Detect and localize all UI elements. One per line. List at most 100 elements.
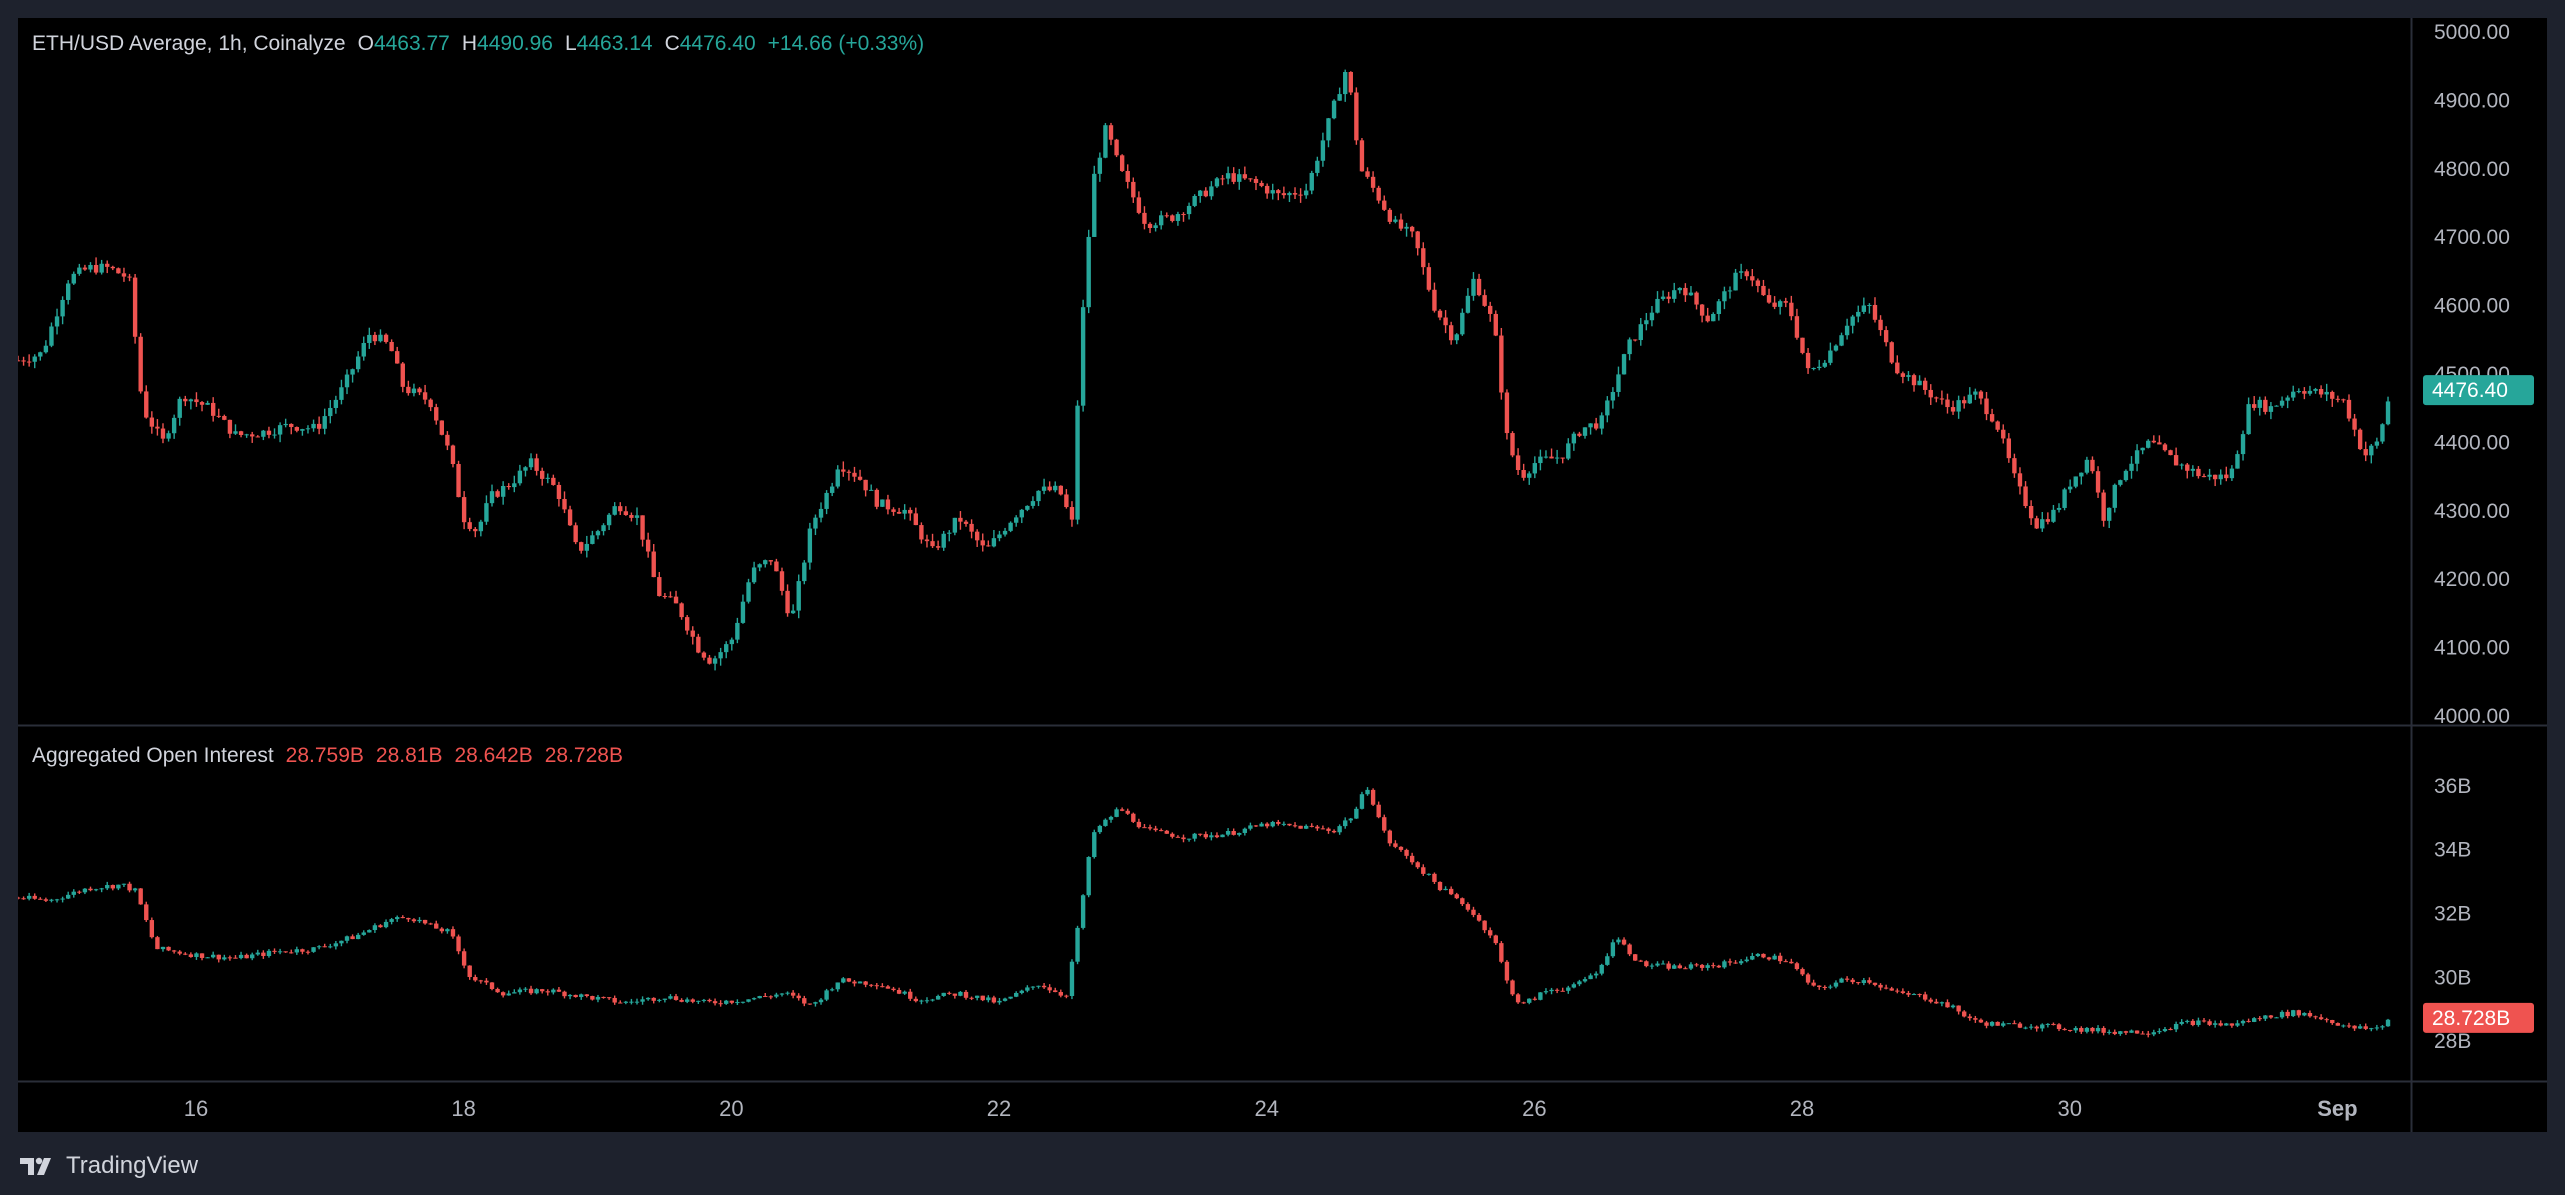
price-candle bbox=[2056, 507, 2062, 510]
oi-candle bbox=[657, 999, 662, 1001]
price-candle bbox=[1644, 320, 1649, 325]
price-candle bbox=[2291, 391, 2296, 398]
oi-candle bbox=[590, 996, 595, 1000]
oi-candle bbox=[1092, 832, 1097, 858]
price-candle bbox=[1660, 296, 1666, 299]
price-candle bbox=[222, 416, 227, 420]
oi-candle bbox=[222, 957, 227, 960]
price-candle bbox=[49, 326, 54, 346]
price-candle bbox=[456, 464, 461, 498]
oi-candle bbox=[1348, 818, 1353, 821]
price-candle bbox=[2190, 468, 2196, 471]
oi-candle bbox=[1716, 965, 1722, 968]
oi-low-value: 28.642B bbox=[454, 744, 533, 767]
price-candle bbox=[1805, 352, 1811, 369]
price-candle bbox=[2235, 454, 2240, 469]
oi-candle bbox=[2274, 1017, 2279, 1019]
price-candle bbox=[1443, 317, 1448, 326]
oi-candle bbox=[1694, 964, 1699, 966]
tradingview-attribution[interactable]: TradingView bbox=[18, 1146, 198, 1186]
price-candle bbox=[1510, 433, 1515, 456]
oi-candle bbox=[2257, 1018, 2262, 1020]
price-candle bbox=[2268, 406, 2274, 412]
oi-candle bbox=[1633, 954, 1638, 961]
price-candle bbox=[1359, 140, 1365, 172]
price-candle bbox=[160, 428, 166, 439]
price-candle bbox=[1387, 209, 1393, 222]
oi-candle bbox=[1605, 956, 1610, 965]
price-candle bbox=[305, 428, 311, 430]
price-candle bbox=[662, 596, 668, 598]
price-candle bbox=[1209, 186, 1214, 197]
symbol-label[interactable]: ETH/USD Average, 1h, Coinalyze bbox=[32, 32, 346, 55]
oi-candle bbox=[997, 1000, 1002, 1003]
oi-candle bbox=[785, 992, 790, 994]
price-candle bbox=[1092, 173, 1097, 237]
oi-candle bbox=[1783, 961, 1788, 963]
oi-candle bbox=[1766, 957, 1772, 960]
oi-candle bbox=[2246, 1020, 2251, 1022]
price-candle bbox=[2067, 486, 2073, 490]
oi-candle bbox=[606, 997, 612, 999]
oi-candle bbox=[1225, 831, 1231, 835]
price-candle bbox=[38, 352, 43, 357]
oi-candle bbox=[1080, 895, 1086, 928]
price-candle bbox=[1822, 362, 1827, 367]
price-candle bbox=[2179, 464, 2184, 466]
price-y-tick-label: 4300.00 bbox=[2434, 500, 2510, 523]
price-candle bbox=[785, 590, 790, 614]
oi-y-tick-label: 36B bbox=[2434, 775, 2471, 798]
oi-candle bbox=[2001, 1023, 2006, 1026]
price-candle bbox=[1008, 522, 1013, 531]
oi-candle bbox=[1404, 849, 1409, 856]
price-candles[interactable] bbox=[18, 69, 2391, 671]
price-candle bbox=[2140, 447, 2145, 451]
oi-candle bbox=[294, 949, 300, 953]
oi-candle bbox=[1242, 828, 1248, 833]
price-candle bbox=[1833, 345, 1839, 351]
oi-candles[interactable] bbox=[18, 787, 2391, 1038]
oi-candle bbox=[2140, 1033, 2145, 1035]
oi-candle bbox=[1543, 991, 1549, 993]
oi-candle bbox=[43, 899, 49, 901]
price-y-axis[interactable]: 5000.004900.004800.004700.004600.004500.… bbox=[2434, 21, 2510, 728]
oi-candle bbox=[902, 991, 907, 994]
oi-candle bbox=[2168, 1029, 2173, 1031]
oi-candle bbox=[2385, 1019, 2391, 1027]
price-candle bbox=[2263, 399, 2268, 412]
oi-candle bbox=[701, 999, 707, 1001]
oi-candle bbox=[874, 985, 879, 987]
chart-canvas[interactable]: 5000.004900.004800.004700.004600.004500.… bbox=[18, 18, 2547, 1132]
oi-candle bbox=[1036, 985, 1041, 987]
price-candle bbox=[1582, 427, 1588, 436]
oi-candle bbox=[2196, 1020, 2201, 1025]
oi-candle bbox=[155, 937, 160, 950]
oi-candle bbox=[634, 1001, 640, 1003]
oi-candle bbox=[2118, 1031, 2123, 1034]
price-candle bbox=[1404, 226, 1409, 229]
price-candle bbox=[1722, 291, 1727, 302]
price-candle bbox=[445, 434, 450, 446]
price-candle bbox=[395, 351, 400, 364]
oi-candle bbox=[428, 923, 433, 925]
price-candle bbox=[1716, 301, 1722, 314]
oi-candle bbox=[1750, 956, 1755, 960]
time-axis[interactable]: 16 18 20 22 24 26 28 30 Sep bbox=[184, 1096, 2358, 1121]
oi-candle bbox=[1248, 825, 1253, 829]
price-candle bbox=[2296, 391, 2301, 393]
oi-candle bbox=[322, 946, 327, 948]
price-candle bbox=[18, 360, 21, 362]
price-candle bbox=[2357, 429, 2363, 450]
oi-candle bbox=[668, 996, 673, 999]
oi-candle bbox=[1008, 996, 1013, 999]
oi-title[interactable]: Aggregated Open Interest bbox=[32, 744, 274, 767]
price-candle bbox=[1203, 190, 1208, 197]
price-candle bbox=[1772, 302, 1777, 307]
oi-y-axis[interactable]: 36B 34B 32B 30B 28B bbox=[2434, 775, 2471, 1053]
oi-candle bbox=[913, 998, 919, 1002]
price-candle bbox=[2079, 472, 2084, 477]
oi-candle bbox=[1917, 994, 1922, 996]
oi-candle bbox=[1666, 963, 1671, 969]
price-candle bbox=[2051, 509, 2056, 522]
oi-candle bbox=[238, 954, 244, 959]
